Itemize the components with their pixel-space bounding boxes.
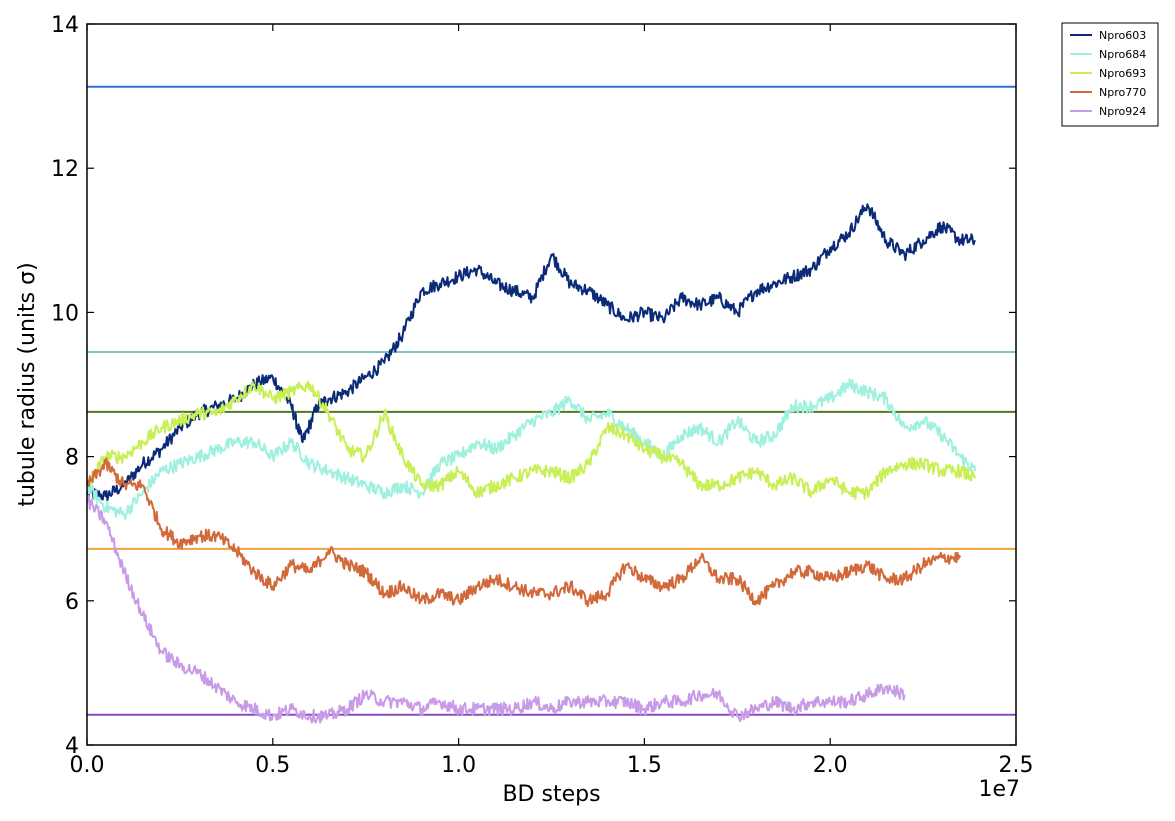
- x-tick-label: 2.0: [813, 753, 848, 778]
- legend-label: Npro603: [1099, 29, 1146, 42]
- y-tick-label: 12: [51, 157, 79, 182]
- y-tick-label: 8: [65, 446, 79, 471]
- legend-label: Npro693: [1099, 67, 1146, 80]
- legend-label: Npro770: [1099, 86, 1146, 99]
- y-tick-label: 10: [51, 301, 79, 326]
- x-tick-label: 2.5: [999, 753, 1034, 778]
- series-line-npro684: [86, 378, 977, 520]
- y-tick-label: 4: [65, 734, 79, 759]
- y-tick-label: 6: [65, 590, 79, 615]
- legend-label: Npro924: [1099, 105, 1146, 118]
- x-tick-label: 1.0: [441, 753, 476, 778]
- legend-box: [1061, 22, 1159, 127]
- series-line-npro770: [86, 457, 962, 608]
- x-axis-label: BD steps: [502, 782, 600, 807]
- legend: Npro603 Npro684 Npro693 Npro770 Npro924: [1061, 22, 1159, 127]
- series-lines: [86, 203, 977, 724]
- reference-lines: [87, 85, 1016, 716]
- plot-frame: [86, 23, 1017, 746]
- x-tick-label: 1.5: [627, 753, 662, 778]
- x-tick-label: 0.5: [255, 753, 290, 778]
- y-tick-label: 14: [51, 13, 79, 38]
- axis-ticks: 0.0 0.5 1.0 1.5 2.0 2.5 4 6 8 10 12 14: [51, 13, 1034, 778]
- legend-label: Npro684: [1099, 48, 1146, 61]
- x-tick-label: 0.0: [70, 753, 105, 778]
- x-axis-offset-label: 1e7: [978, 777, 1020, 802]
- series-line-npro924: [86, 494, 906, 724]
- y-axis-label: tubule radius (units σ): [15, 262, 40, 506]
- series-line-npro693: [86, 380, 977, 500]
